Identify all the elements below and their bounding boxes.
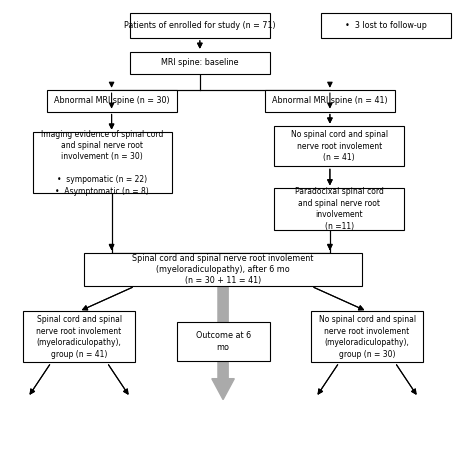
Text: MRI spine: baseline: MRI spine: baseline (161, 58, 238, 67)
FancyBboxPatch shape (320, 13, 451, 38)
FancyBboxPatch shape (130, 13, 270, 38)
FancyBboxPatch shape (265, 90, 395, 111)
Text: No spinal cord and spinal
nerve root involement
(n = 41): No spinal cord and spinal nerve root inv… (291, 130, 388, 163)
FancyBboxPatch shape (33, 133, 172, 193)
Text: Spinal cord and spinal
nerve root involement
(myeloradiculopathy),
group (n = 41: Spinal cord and spinal nerve root invole… (36, 315, 122, 358)
FancyBboxPatch shape (23, 311, 135, 363)
Text: Abnormal MRI spine (n = 30): Abnormal MRI spine (n = 30) (54, 96, 169, 105)
FancyBboxPatch shape (46, 90, 177, 111)
FancyBboxPatch shape (311, 311, 423, 363)
FancyBboxPatch shape (84, 253, 363, 286)
Text: Imaging evidence of spinal cord
and spinal nerve root
involvement (n = 30)

•  s: Imaging evidence of spinal cord and spin… (41, 129, 164, 196)
Text: Spinal cord and spinal nerve root involement
(myeloradiculopathy), after 6 mo
(n: Spinal cord and spinal nerve root invole… (132, 254, 314, 285)
FancyArrow shape (212, 286, 234, 400)
FancyBboxPatch shape (177, 322, 270, 361)
FancyBboxPatch shape (130, 52, 270, 74)
Text: Abnormal MRI spine (n = 41): Abnormal MRI spine (n = 41) (272, 96, 388, 105)
Text: •  3 lost to follow-up: • 3 lost to follow-up (345, 21, 427, 30)
Text: Outcome at 6
mo: Outcome at 6 mo (195, 331, 251, 352)
Text: No spinal cord and spinal
nerve root involement
(myeloradiculopathy),
group (n =: No spinal cord and spinal nerve root inv… (319, 315, 416, 358)
FancyBboxPatch shape (274, 188, 404, 230)
FancyBboxPatch shape (274, 127, 404, 166)
Text: Patients of enrolled for study (n = 71): Patients of enrolled for study (n = 71) (124, 21, 276, 30)
Text: Paradocixal spinal cord
and spinal nerve root
involvement
(n =11): Paradocixal spinal cord and spinal nerve… (295, 187, 383, 231)
